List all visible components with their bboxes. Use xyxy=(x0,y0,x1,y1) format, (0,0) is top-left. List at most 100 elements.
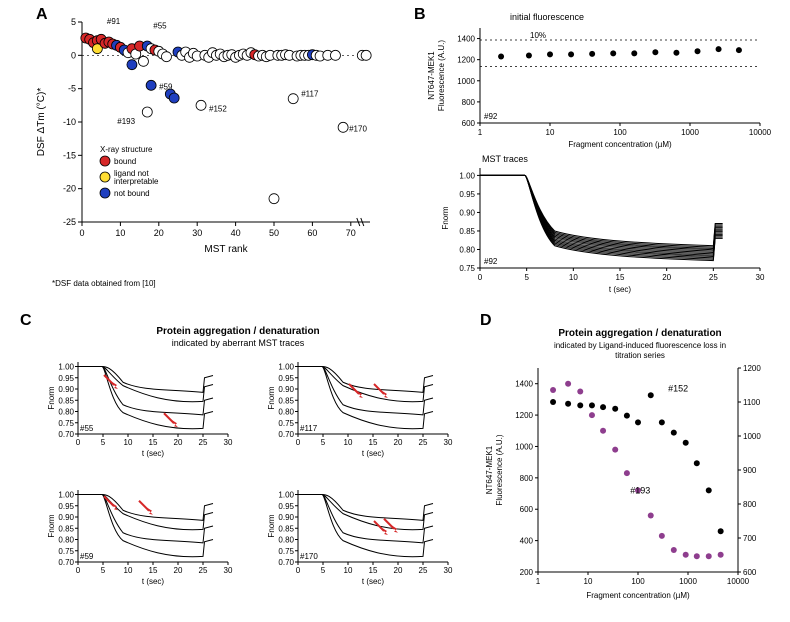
svg-text:0.85: 0.85 xyxy=(278,396,294,405)
svg-text:800: 800 xyxy=(743,500,757,509)
svg-text:#55: #55 xyxy=(80,424,94,433)
svg-text:#117: #117 xyxy=(301,90,319,99)
svg-text:10: 10 xyxy=(115,228,125,238)
svg-text:0.75: 0.75 xyxy=(459,264,475,273)
svg-text:t (sec): t (sec) xyxy=(362,449,385,458)
svg-text:indicated by aberrant MST trac: indicated by aberrant MST traces xyxy=(172,338,305,348)
svg-text:0: 0 xyxy=(296,438,301,447)
svg-text:0.85: 0.85 xyxy=(58,524,74,533)
svg-text:700: 700 xyxy=(743,534,757,543)
svg-text:1.00: 1.00 xyxy=(459,171,475,180)
svg-text:15: 15 xyxy=(369,566,378,575)
svg-text:t (sec): t (sec) xyxy=(609,285,632,294)
svg-text:100: 100 xyxy=(613,128,627,137)
svg-text:20: 20 xyxy=(154,228,164,238)
figure-root: { "panels": { "A": "A", "B": "B", "C": "… xyxy=(0,0,790,622)
svg-text:400: 400 xyxy=(520,537,534,546)
panel-A-svg: -25-20-15-10-505010203040506070DSF ΔTm (… xyxy=(30,12,390,292)
svg-text:1.00: 1.00 xyxy=(278,363,294,372)
svg-text:1000: 1000 xyxy=(515,442,533,451)
svg-text:interpretable: interpretable xyxy=(114,177,159,186)
svg-text:0.70: 0.70 xyxy=(58,430,74,439)
panel-C: Protein aggregation / denaturationindica… xyxy=(18,322,458,612)
svg-text:indicated by Ligand-induced fl: indicated by Ligand-induced fluorescence… xyxy=(554,341,726,350)
svg-text:#193: #193 xyxy=(630,486,650,496)
svg-text:NT647-MEK1: NT647-MEK1 xyxy=(427,51,436,100)
svg-text:1400: 1400 xyxy=(515,380,533,389)
svg-text:800: 800 xyxy=(462,98,476,107)
svg-text:60: 60 xyxy=(307,228,317,238)
svg-text:0: 0 xyxy=(478,273,483,282)
panel-C-svg: Protein aggregation / denaturationindica… xyxy=(18,322,458,612)
svg-text:*DSF data obtained from [10]: *DSF data obtained from [10] xyxy=(52,279,156,288)
svg-text:1200: 1200 xyxy=(743,364,761,373)
svg-text:20: 20 xyxy=(394,566,403,575)
svg-text:#117: #117 xyxy=(300,424,318,433)
svg-text:1000: 1000 xyxy=(681,128,699,137)
svg-text:0.80: 0.80 xyxy=(278,408,294,417)
svg-text:50: 50 xyxy=(269,228,279,238)
svg-text:0.70: 0.70 xyxy=(278,430,294,439)
svg-text:#59: #59 xyxy=(159,82,173,91)
svg-text:10: 10 xyxy=(584,577,593,586)
svg-text:20: 20 xyxy=(174,438,183,447)
svg-text:70: 70 xyxy=(346,228,356,238)
svg-text:Fragment concentration (µM): Fragment concentration (µM) xyxy=(586,591,690,600)
svg-text:#92: #92 xyxy=(484,112,498,121)
svg-text:5: 5 xyxy=(321,438,326,447)
svg-text:0.95: 0.95 xyxy=(58,502,74,511)
svg-text:0.80: 0.80 xyxy=(58,408,74,417)
svg-text:X-ray structure: X-ray structure xyxy=(100,145,153,154)
svg-text:30: 30 xyxy=(756,273,765,282)
svg-text:Protein aggregation / denatura: Protein aggregation / denaturation xyxy=(156,326,319,337)
svg-text:800: 800 xyxy=(520,474,534,483)
svg-text:1.00: 1.00 xyxy=(278,491,294,500)
svg-text:900: 900 xyxy=(743,466,757,475)
svg-text:0.90: 0.90 xyxy=(278,513,294,522)
svg-text:Fnorm: Fnorm xyxy=(47,514,56,537)
svg-text:0.75: 0.75 xyxy=(278,419,294,428)
svg-text:30: 30 xyxy=(224,566,233,575)
svg-text:0: 0 xyxy=(76,566,81,575)
svg-text:#59: #59 xyxy=(80,552,94,561)
panel-A: -25-20-15-10-505010203040506070DSF ΔTm (… xyxy=(30,12,390,292)
svg-text:20: 20 xyxy=(394,438,403,447)
svg-text:DSF ΔTm (°C)*: DSF ΔTm (°C)* xyxy=(36,88,47,157)
svg-text:10: 10 xyxy=(344,566,353,575)
svg-text:-15: -15 xyxy=(63,150,76,160)
svg-text:Protein aggregation / denatura: Protein aggregation / denaturation xyxy=(558,328,721,339)
svg-text:0: 0 xyxy=(296,566,301,575)
svg-text:20: 20 xyxy=(174,566,183,575)
svg-text:0.95: 0.95 xyxy=(459,190,475,199)
svg-text:#91: #91 xyxy=(107,17,121,26)
svg-text:initial fluorescence: initial fluorescence xyxy=(510,12,584,22)
svg-text:Fragment concentration (µM): Fragment concentration (µM) xyxy=(568,140,672,149)
svg-text:0.90: 0.90 xyxy=(58,513,74,522)
svg-text:titration series: titration series xyxy=(615,351,665,360)
svg-text:10: 10 xyxy=(344,438,353,447)
svg-text:0.85: 0.85 xyxy=(459,227,475,236)
svg-text:-10: -10 xyxy=(63,117,76,127)
svg-text:20: 20 xyxy=(662,273,671,282)
svg-text:25: 25 xyxy=(419,438,428,447)
svg-text:1.00: 1.00 xyxy=(58,363,74,372)
svg-text:30: 30 xyxy=(444,566,453,575)
svg-text:15: 15 xyxy=(149,566,158,575)
svg-text:#152: #152 xyxy=(209,104,227,113)
svg-text:1400: 1400 xyxy=(457,35,475,44)
panel-B-svg: initial fluorescence10%60080010001200140… xyxy=(420,8,770,298)
svg-text:600: 600 xyxy=(462,119,476,128)
svg-text:1000: 1000 xyxy=(679,577,697,586)
svg-text:0.70: 0.70 xyxy=(58,558,74,567)
svg-text:40: 40 xyxy=(231,228,241,238)
svg-text:1000: 1000 xyxy=(743,432,761,441)
svg-text:NT647-MEK1: NT647-MEK1 xyxy=(485,445,494,494)
svg-text:0.95: 0.95 xyxy=(58,374,74,383)
svg-text:#152: #152 xyxy=(668,384,688,394)
svg-text:0.75: 0.75 xyxy=(58,419,74,428)
svg-text:10000: 10000 xyxy=(727,577,750,586)
svg-text:200: 200 xyxy=(520,568,534,577)
svg-text:#193: #193 xyxy=(117,117,135,126)
svg-text:5: 5 xyxy=(321,566,326,575)
svg-text:0.80: 0.80 xyxy=(459,245,475,254)
